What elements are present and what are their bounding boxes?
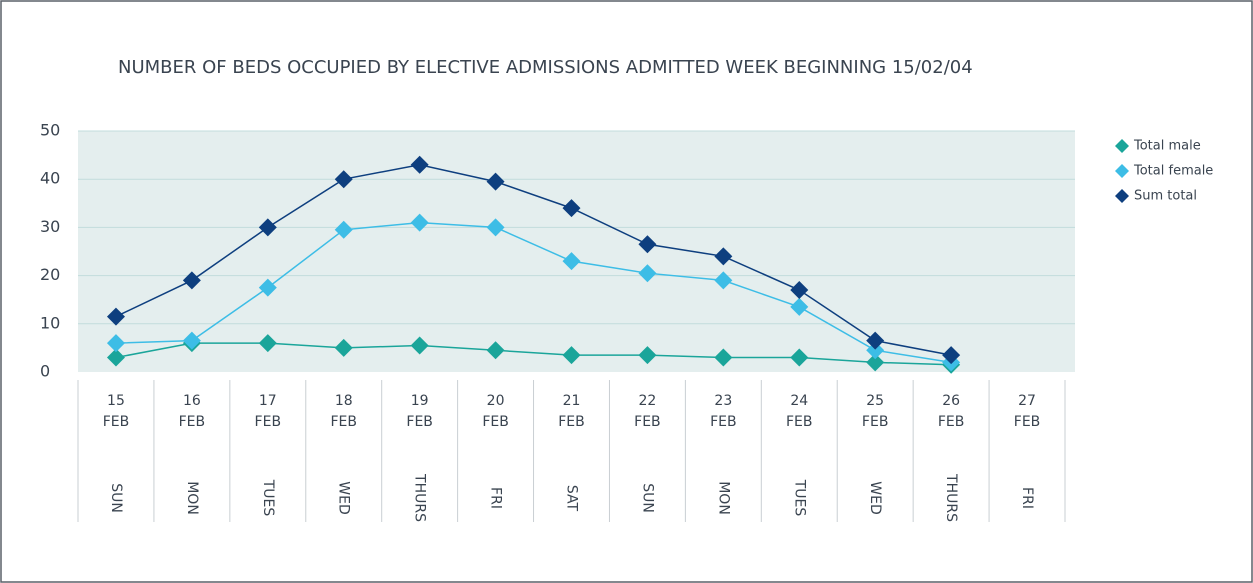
x-tick-weekday: THURS (412, 473, 428, 522)
data-point (562, 199, 581, 218)
data-point (942, 346, 961, 365)
series-line (115, 163, 952, 356)
legend-label: Total female (1133, 164, 1213, 179)
data-point (334, 220, 353, 239)
x-tick-label: 27 (1018, 393, 1036, 409)
x-tick-month: FEB (406, 414, 433, 430)
data-point (258, 334, 277, 353)
legend-label: Sum total (1134, 189, 1197, 204)
data-point (866, 341, 885, 360)
y-tick-label: 10 (40, 313, 60, 332)
x-tick-weekday: TUES (791, 479, 807, 517)
x-tick-month: FEB (1014, 414, 1041, 430)
y-tick-label: 40 (40, 169, 60, 188)
series-line (115, 342, 952, 366)
x-tick-weekday: MON (715, 481, 731, 515)
plot-area (78, 131, 1075, 372)
y-tick-label: 20 (40, 265, 60, 284)
x-tick-label: 21 (563, 393, 581, 409)
y-tick-label: 30 (40, 217, 60, 236)
x-tick-month: FEB (255, 414, 282, 430)
legend-marker (1115, 189, 1129, 203)
y-tick-label: 0 (40, 362, 50, 381)
data-point (410, 213, 429, 232)
x-tick-month: FEB (330, 414, 357, 430)
data-point (106, 307, 125, 326)
data-point (486, 341, 505, 360)
legend-label: Total male (1133, 139, 1201, 154)
x-tick-label: 18 (335, 393, 353, 409)
data-point (714, 348, 733, 367)
x-tick-weekday: FRI (1019, 487, 1035, 509)
data-point (410, 155, 429, 174)
x-tick-month: FEB (786, 414, 813, 430)
x-tick-weekday: THURS (943, 473, 959, 522)
x-tick-month: FEB (179, 414, 206, 430)
x-tick-weekday: WED (867, 481, 883, 514)
x-tick-weekday: TUES (260, 479, 276, 517)
x-tick-month: FEB (634, 414, 661, 430)
x-tick-weekday: SUN (639, 483, 655, 513)
data-point (714, 271, 733, 290)
x-tick-label: 16 (183, 393, 201, 409)
data-point (562, 252, 581, 271)
data-point (334, 170, 353, 189)
legend-marker (1115, 164, 1129, 178)
x-tick-month: FEB (103, 414, 130, 430)
chart-title: NUMBER OF BEDS OCCUPIED BY ELECTIVE ADMI… (118, 57, 973, 78)
data-point (106, 348, 125, 367)
legend-marker (1115, 139, 1129, 153)
data-point (790, 348, 809, 367)
data-point (638, 235, 657, 254)
data-point (790, 281, 809, 300)
data-point (182, 271, 201, 290)
data-point (410, 336, 429, 355)
x-tick-label: 24 (790, 393, 808, 409)
x-tick-month: FEB (938, 414, 965, 430)
data-point (258, 278, 277, 297)
data-point (562, 346, 581, 365)
x-tick-label: 19 (411, 393, 429, 409)
x-tick-weekday: WED (336, 481, 352, 514)
data-point (638, 264, 657, 283)
x-tick-label: 15 (107, 393, 125, 409)
x-tick-label: 20 (487, 393, 505, 409)
data-point (334, 338, 353, 357)
x-tick-label: 25 (866, 393, 884, 409)
x-tick-month: FEB (862, 414, 889, 430)
data-point (258, 218, 277, 237)
x-tick-month: FEB (482, 414, 509, 430)
series-line (115, 221, 952, 364)
data-point (486, 218, 505, 237)
data-point (866, 353, 885, 372)
data-point (106, 334, 125, 353)
x-tick-label: 23 (714, 393, 732, 409)
x-tick-label: 17 (259, 393, 277, 409)
data-point (714, 247, 733, 266)
data-point (866, 331, 885, 350)
x-tick-label: 22 (639, 393, 657, 409)
x-tick-weekday: SAT (564, 485, 580, 512)
x-tick-weekday: MON (184, 481, 200, 515)
x-tick-month: FEB (710, 414, 737, 430)
x-tick-label: 26 (942, 393, 960, 409)
y-tick-label: 50 (40, 121, 60, 140)
x-tick-weekday: FRI (488, 487, 504, 509)
x-tick-month: FEB (558, 414, 585, 430)
data-point (486, 172, 505, 191)
data-point (182, 331, 201, 350)
data-point (638, 346, 657, 365)
x-tick-weekday: SUN (108, 483, 124, 513)
data-point (790, 297, 809, 316)
